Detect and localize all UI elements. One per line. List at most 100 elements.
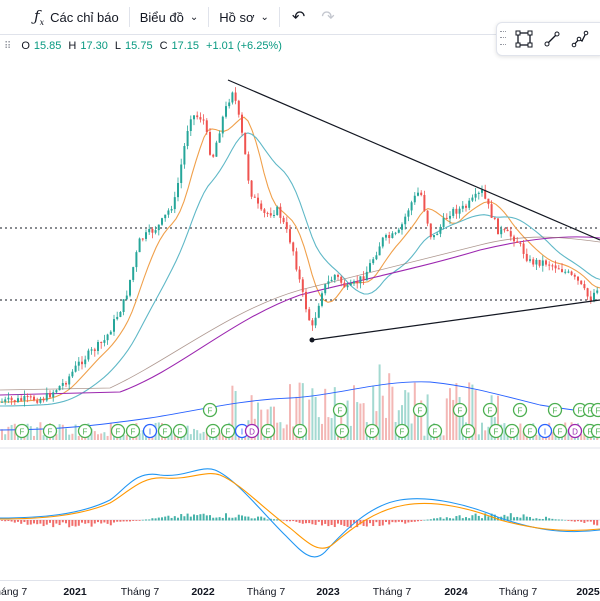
volume-bar — [71, 434, 73, 440]
candle-body — [359, 276, 361, 283]
macd-histogram-bar — [158, 518, 160, 521]
candle-body — [244, 133, 246, 155]
candle-body — [295, 251, 297, 269]
macd-histogram-bar — [407, 520, 409, 522]
candle-body — [321, 293, 323, 306]
volume-bar — [62, 425, 64, 440]
macd-histogram-bar — [529, 517, 531, 520]
candle-body — [81, 362, 83, 365]
candle-body — [100, 342, 102, 343]
macd-histogram-bar — [382, 520, 384, 525]
macd-histogram-bar — [308, 520, 310, 523]
candle-body — [126, 296, 128, 300]
candle-body — [228, 102, 230, 106]
candle-body — [507, 230, 509, 231]
event-marker-label: F — [494, 428, 499, 437]
candle-body — [459, 209, 461, 214]
volume-bar — [449, 388, 451, 440]
macd-histogram-bar — [391, 520, 393, 522]
volume-bar — [446, 398, 448, 440]
candle-body — [219, 133, 221, 142]
candle-body — [254, 197, 256, 198]
candle-body — [305, 292, 307, 309]
ma-extra-line — [0, 237, 600, 390]
candle-body — [193, 115, 195, 119]
candle-body — [161, 218, 163, 225]
candle-body — [571, 272, 573, 275]
event-marker-label: F — [553, 407, 558, 416]
macd-histogram-bar — [107, 520, 109, 524]
volume-bar — [59, 424, 61, 440]
macd-histogram-bar — [436, 518, 438, 520]
macd-histogram-bar — [30, 520, 32, 525]
candle-body — [526, 254, 528, 261]
candle-body — [523, 244, 525, 254]
candle-body — [430, 224, 432, 238]
volume-bar — [43, 435, 45, 440]
macd-histogram-bar — [331, 520, 333, 525]
volume-bar — [321, 424, 323, 440]
macd-histogram-bar — [542, 519, 544, 520]
event-marker-label: I — [241, 428, 243, 437]
candle-body — [273, 215, 275, 216]
macd-histogram-bar — [116, 520, 118, 522]
macd-histogram-bar — [299, 520, 301, 523]
candle-body — [139, 239, 141, 253]
volume-bar — [107, 436, 109, 440]
candle-body — [132, 267, 134, 280]
macd-histogram-bar — [596, 520, 598, 525]
macd-histogram-bar — [23, 520, 25, 522]
macd-histogram-bar — [548, 518, 550, 520]
volume-bar — [126, 435, 128, 440]
macd-histogram-bar — [417, 520, 419, 521]
macd-histogram-bar — [84, 520, 86, 524]
candle-body — [129, 280, 131, 296]
high-value: 17.30 — [80, 40, 108, 52]
macd-histogram-bar — [452, 519, 454, 521]
macd-histogram-bar — [183, 516, 185, 520]
macd-histogram-bar — [443, 519, 445, 521]
event-marker-label: F — [370, 428, 375, 437]
candle-body — [353, 281, 355, 283]
volume-bar — [193, 429, 195, 440]
macd-histogram-bar — [219, 517, 221, 520]
candle-body — [475, 194, 477, 198]
macd-histogram-bar — [97, 520, 99, 522]
macd-histogram-bar — [267, 519, 269, 520]
candle-body — [446, 218, 448, 219]
candle-body — [65, 383, 67, 384]
volume-bar — [327, 417, 329, 440]
candle-body — [487, 199, 489, 204]
macd-histogram-bar — [286, 520, 288, 521]
macd-histogram-bar — [340, 520, 342, 525]
drag-handle-icon[interactable] — [500, 29, 510, 49]
candle-body — [465, 206, 467, 208]
macd-histogram-bar — [427, 520, 429, 521]
macd-histogram-bar — [337, 520, 339, 524]
volume-bar — [411, 424, 413, 440]
macd-histogram-bar — [414, 520, 416, 522]
trend-line-tool-icon — [543, 30, 561, 48]
trend-line-tool-button[interactable] — [538, 25, 566, 53]
macd-histogram-bar — [7, 520, 9, 521]
more-dots-icon[interactable]: ⠿ — [4, 41, 11, 52]
macd-histogram-bar — [321, 520, 323, 525]
candle-body — [468, 201, 470, 208]
macd-histogram-bar — [251, 518, 253, 520]
path-tool-button[interactable] — [566, 25, 594, 53]
macd-histogram-bar — [247, 517, 249, 521]
candle-body — [587, 288, 589, 296]
macd-histogram-bar — [433, 518, 435, 520]
macd-histogram-bar — [587, 520, 589, 522]
candle-body — [491, 204, 493, 218]
candle-body — [94, 349, 96, 351]
rectangle-tool-button[interactable] — [510, 25, 538, 53]
candle-body — [78, 362, 80, 366]
candle-body — [171, 209, 173, 210]
volume-bar — [318, 417, 320, 440]
candle-body — [299, 270, 301, 280]
candle-body — [142, 239, 144, 240]
